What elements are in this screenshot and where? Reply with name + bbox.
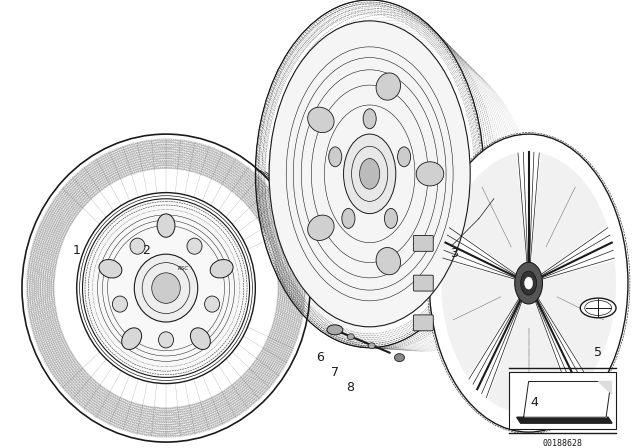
Text: 00188628: 00188628 bbox=[542, 439, 582, 448]
Ellipse shape bbox=[99, 259, 122, 278]
Polygon shape bbox=[598, 381, 611, 393]
Ellipse shape bbox=[348, 334, 355, 340]
Text: RSC: RSC bbox=[179, 266, 189, 271]
Ellipse shape bbox=[429, 134, 628, 432]
Polygon shape bbox=[441, 260, 518, 378]
Ellipse shape bbox=[205, 296, 220, 312]
Ellipse shape bbox=[130, 238, 145, 254]
Ellipse shape bbox=[394, 353, 404, 362]
FancyBboxPatch shape bbox=[413, 275, 433, 291]
Ellipse shape bbox=[159, 332, 173, 348]
Ellipse shape bbox=[134, 254, 198, 322]
Text: 8: 8 bbox=[346, 381, 354, 394]
Ellipse shape bbox=[187, 238, 202, 254]
Ellipse shape bbox=[385, 208, 397, 228]
Ellipse shape bbox=[191, 328, 211, 349]
Bar bbox=[509, 371, 616, 429]
Ellipse shape bbox=[416, 162, 444, 186]
Ellipse shape bbox=[329, 147, 342, 167]
Text: 4: 4 bbox=[531, 396, 538, 409]
Ellipse shape bbox=[113, 296, 127, 312]
Ellipse shape bbox=[363, 109, 376, 129]
Text: 3: 3 bbox=[450, 247, 458, 260]
Ellipse shape bbox=[344, 134, 396, 214]
Ellipse shape bbox=[77, 193, 255, 383]
Ellipse shape bbox=[308, 215, 334, 241]
Text: 1: 1 bbox=[73, 244, 81, 257]
Polygon shape bbox=[539, 260, 616, 378]
Ellipse shape bbox=[83, 199, 250, 377]
Ellipse shape bbox=[157, 214, 175, 237]
Ellipse shape bbox=[376, 73, 401, 100]
Ellipse shape bbox=[360, 159, 380, 189]
Ellipse shape bbox=[327, 325, 343, 335]
Text: 2: 2 bbox=[142, 244, 150, 257]
Text: 5: 5 bbox=[594, 346, 602, 359]
Text: 6: 6 bbox=[316, 351, 324, 364]
Ellipse shape bbox=[152, 273, 180, 303]
Ellipse shape bbox=[368, 343, 375, 349]
Ellipse shape bbox=[515, 262, 543, 304]
Polygon shape bbox=[450, 153, 527, 273]
Ellipse shape bbox=[308, 107, 334, 133]
Ellipse shape bbox=[580, 298, 616, 318]
Ellipse shape bbox=[269, 21, 470, 327]
Ellipse shape bbox=[122, 328, 141, 349]
Text: 7: 7 bbox=[331, 366, 339, 379]
Ellipse shape bbox=[397, 147, 411, 167]
FancyBboxPatch shape bbox=[413, 315, 433, 331]
FancyBboxPatch shape bbox=[413, 236, 433, 251]
Ellipse shape bbox=[342, 208, 355, 228]
Ellipse shape bbox=[210, 259, 233, 278]
Ellipse shape bbox=[376, 248, 401, 275]
Ellipse shape bbox=[525, 277, 532, 289]
Polygon shape bbox=[488, 303, 570, 414]
Polygon shape bbox=[516, 417, 612, 423]
Polygon shape bbox=[531, 153, 607, 273]
Polygon shape bbox=[524, 381, 611, 417]
Ellipse shape bbox=[521, 271, 536, 295]
